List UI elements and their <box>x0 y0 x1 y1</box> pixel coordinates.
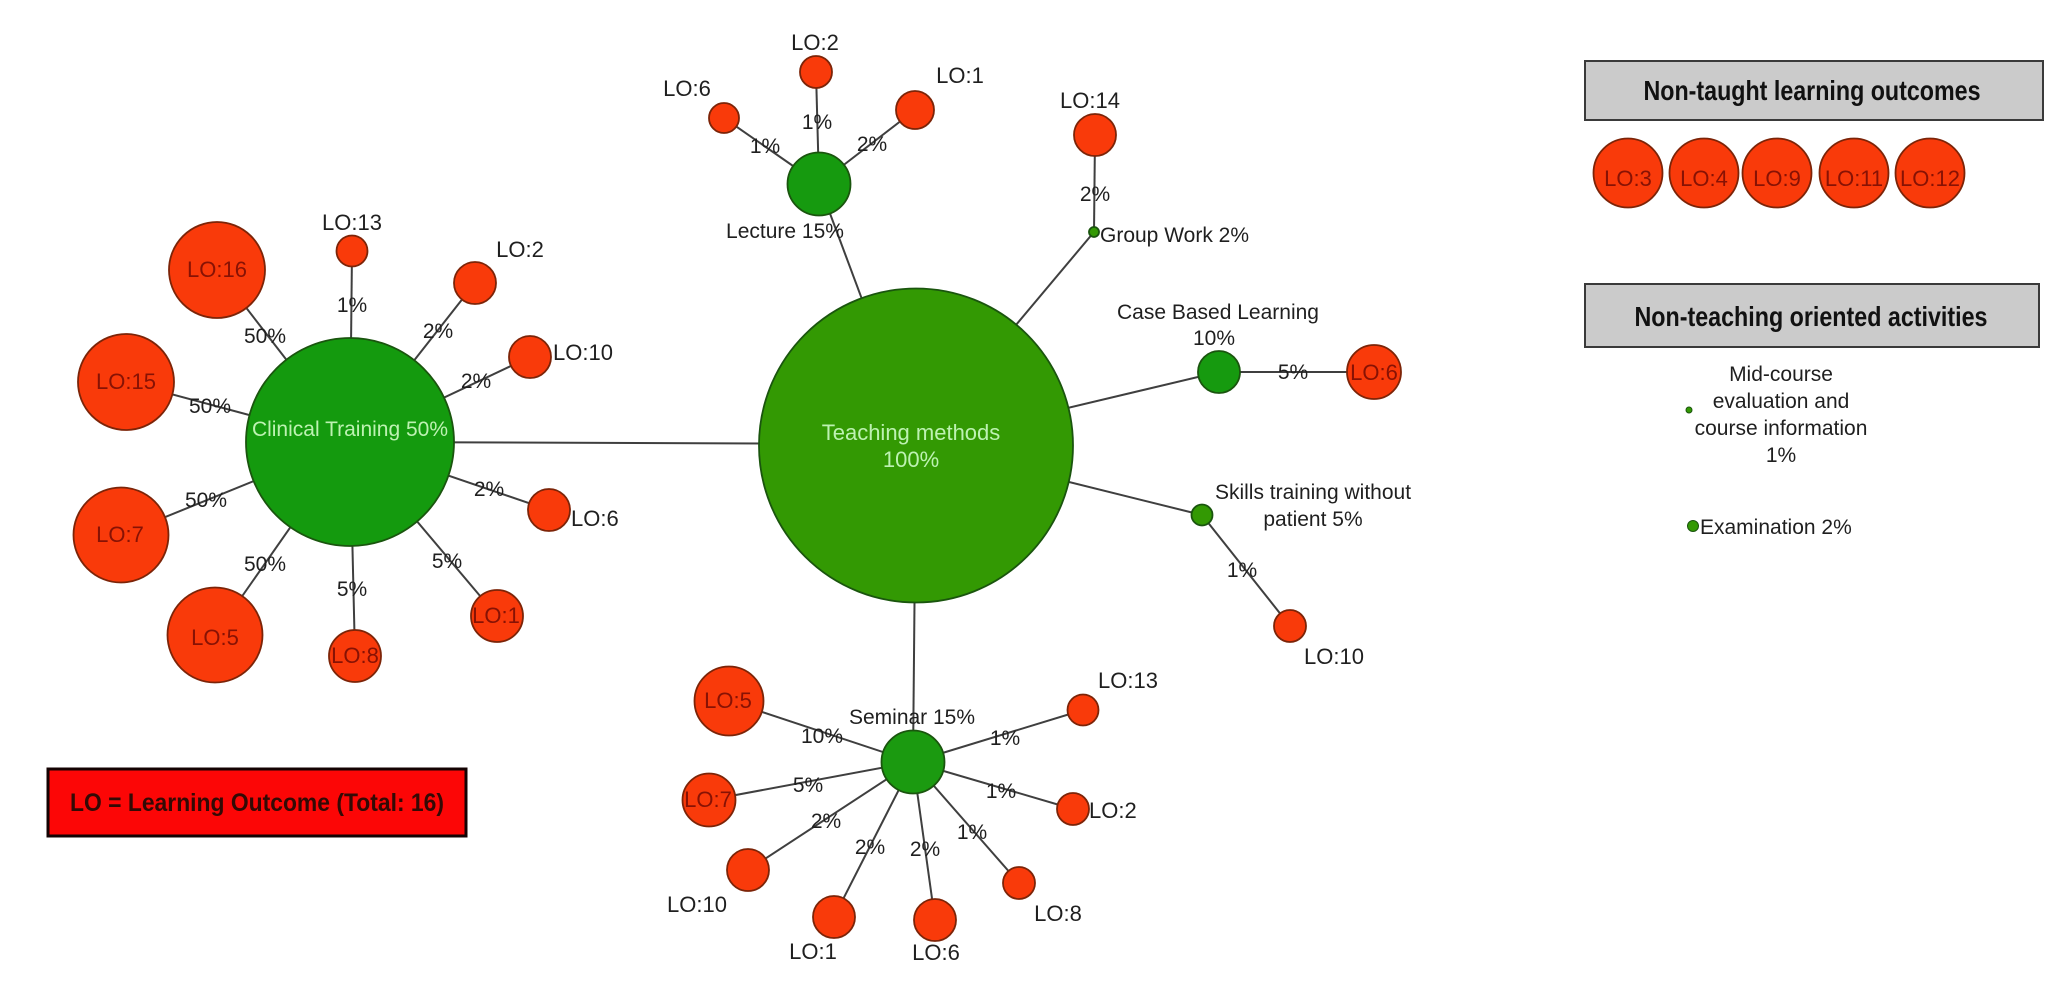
svg-text:LO:6: LO:6 <box>912 940 960 965</box>
svg-text:LO:10: LO:10 <box>667 892 727 917</box>
svg-text:100%: 100% <box>883 447 939 472</box>
svg-text:LO:2: LO:2 <box>1089 798 1137 823</box>
svg-text:LO:14: LO:14 <box>1060 88 1120 113</box>
svg-text:LO:16: LO:16 <box>187 257 247 282</box>
svg-text:1%: 1% <box>802 111 832 134</box>
svg-text:1%: 1% <box>337 294 367 317</box>
svg-text:LO:13: LO:13 <box>322 210 382 235</box>
svg-text:evaluation and: evaluation and <box>1713 390 1850 413</box>
svg-text:2%: 2% <box>461 370 491 393</box>
svg-text:1%: 1% <box>986 780 1016 803</box>
svg-text:LO:4: LO:4 <box>1680 166 1728 191</box>
svg-text:patient 5%: patient 5% <box>1263 508 1362 531</box>
svg-text:course information: course information <box>1695 417 1868 440</box>
svg-text:LO:9: LO:9 <box>1753 166 1801 191</box>
svg-text:Examination 2%: Examination 2% <box>1700 516 1852 539</box>
svg-text:LO:5: LO:5 <box>704 688 752 713</box>
svg-text:50%: 50% <box>189 395 231 418</box>
svg-text:Group Work 2%: Group Work 2% <box>1100 224 1249 247</box>
svg-text:2%: 2% <box>423 320 453 343</box>
svg-text:LO:10: LO:10 <box>1304 644 1364 669</box>
svg-text:LO:15: LO:15 <box>96 369 156 394</box>
svg-text:LO:12: LO:12 <box>1900 166 1960 191</box>
svg-text:LO:8: LO:8 <box>1034 901 1082 926</box>
svg-text:2%: 2% <box>811 810 841 833</box>
svg-text:2%: 2% <box>1080 183 1110 206</box>
svg-text:LO:6: LO:6 <box>663 76 711 101</box>
svg-text:5%: 5% <box>432 550 462 573</box>
svg-text:50%: 50% <box>244 325 286 348</box>
svg-text:2%: 2% <box>474 478 504 501</box>
svg-text:1%: 1% <box>750 135 780 158</box>
svg-text:2%: 2% <box>857 133 887 156</box>
svg-text:LO:13: LO:13 <box>1098 668 1158 693</box>
svg-text:2%: 2% <box>910 838 940 861</box>
svg-text:LO:2: LO:2 <box>791 30 839 55</box>
svg-text:LO:3: LO:3 <box>1604 166 1652 191</box>
svg-text:LO = Learning Outcome (Total:: LO = Learning Outcome (Total: 16) <box>70 789 444 817</box>
svg-text:10%: 10% <box>801 725 843 748</box>
svg-text:Clinical Training 50%: Clinical Training 50% <box>252 418 448 441</box>
svg-text:LO:10: LO:10 <box>553 340 613 365</box>
svg-text:LO:7: LO:7 <box>96 522 144 547</box>
svg-text:Teaching methods: Teaching methods <box>822 420 1001 445</box>
svg-text:5%: 5% <box>1278 361 1308 384</box>
svg-text:LO:1: LO:1 <box>789 939 837 964</box>
svg-text:LO:6: LO:6 <box>571 506 619 531</box>
svg-text:10%: 10% <box>1193 327 1235 350</box>
svg-text:Case Based Learning: Case Based Learning <box>1117 301 1319 324</box>
svg-text:1%: 1% <box>1766 444 1796 467</box>
svg-text:LO:6: LO:6 <box>1350 360 1398 385</box>
svg-text:LO:11: LO:11 <box>1825 166 1883 191</box>
svg-text:5%: 5% <box>337 578 367 601</box>
svg-text:50%: 50% <box>185 489 227 512</box>
svg-text:2%: 2% <box>855 836 885 859</box>
svg-text:LO:7: LO:7 <box>684 787 732 812</box>
svg-text:Mid-course: Mid-course <box>1729 363 1833 386</box>
svg-text:Skills training without: Skills training without <box>1215 481 1411 504</box>
svg-text:LO:1: LO:1 <box>936 63 984 88</box>
svg-text:LO:5: LO:5 <box>191 625 239 650</box>
svg-text:Seminar 15%: Seminar 15% <box>849 706 975 729</box>
svg-text:LO:1: LO:1 <box>472 603 520 628</box>
svg-text:Non-taught learning outcomes: Non-taught learning outcomes <box>1644 75 1981 106</box>
svg-text:5%: 5% <box>793 774 823 797</box>
svg-text:Non-teaching oriented activiti: Non-teaching oriented activities <box>1635 301 1988 332</box>
svg-text:LO:2: LO:2 <box>496 237 544 262</box>
svg-text:1%: 1% <box>1227 559 1257 582</box>
svg-text:1%: 1% <box>957 821 987 844</box>
svg-text:Lecture 15%: Lecture 15% <box>726 220 844 243</box>
svg-text:1%: 1% <box>990 727 1020 750</box>
svg-text:50%: 50% <box>244 553 286 576</box>
svg-text:LO:8: LO:8 <box>331 643 379 668</box>
